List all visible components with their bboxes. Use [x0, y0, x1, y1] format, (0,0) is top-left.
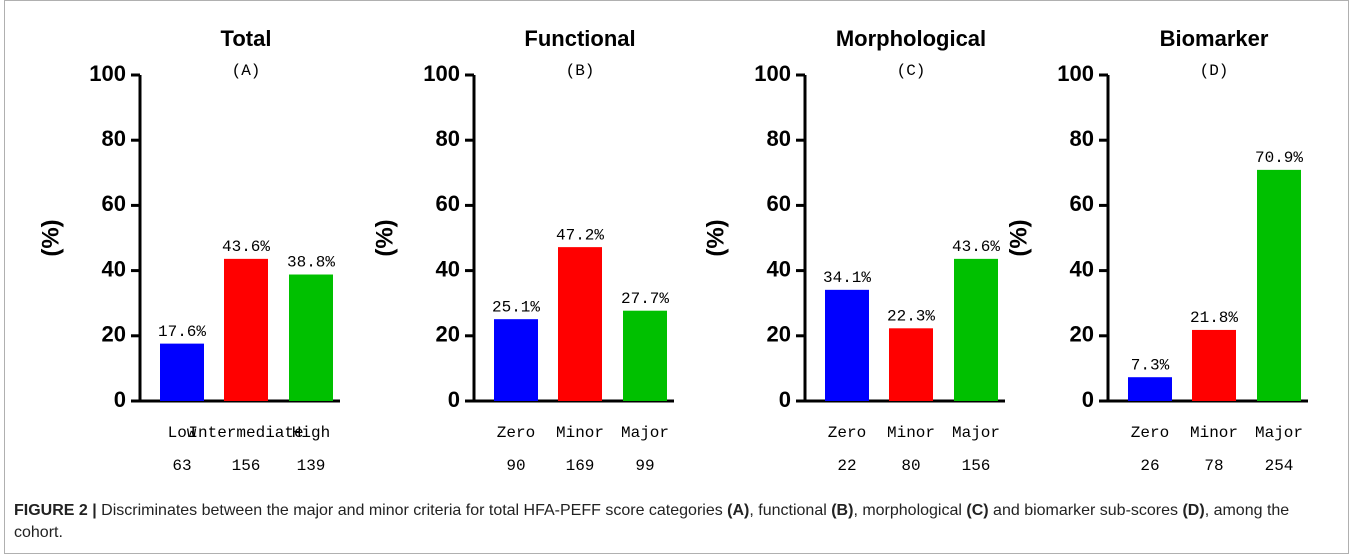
x-tick-label: Major — [952, 424, 1000, 442]
x-tick-label: Zero — [497, 424, 535, 442]
chart-subtitle: (A) — [232, 62, 261, 80]
chart-title: Total — [221, 26, 272, 51]
chart-title: Functional — [524, 26, 635, 51]
caption: FIGURE 2 | Discriminates between the maj… — [14, 500, 1334, 544]
y-tick-label: 40 — [1070, 256, 1094, 281]
y-tick-label: 80 — [102, 126, 126, 151]
x-tick-label: Zero — [1131, 424, 1169, 442]
y-axis-label: (%) — [1005, 219, 1032, 256]
y-tick-label: 0 — [779, 387, 791, 412]
x-tick-label: High — [292, 424, 330, 442]
count-label: 139 — [297, 457, 326, 475]
count-label: 22 — [837, 457, 856, 475]
bar — [1257, 169, 1301, 401]
y-tick-label: 20 — [436, 322, 460, 347]
chart-subtitle: (D) — [1200, 62, 1229, 80]
chart-subtitle: (C) — [897, 62, 926, 80]
value-label: 47.2% — [556, 226, 604, 244]
chart: Total (A) (%) 0 20 40 60 80 100 17.6% Low 63 43.6% In… — [37, 26, 1308, 475]
count-label: 80 — [901, 457, 920, 475]
y-tick-label: 80 — [436, 126, 460, 151]
value-label: 70.9% — [1255, 149, 1303, 167]
bar — [1128, 377, 1172, 401]
x-tick-label: Minor — [556, 424, 604, 442]
y-tick-label: 100 — [754, 61, 791, 86]
chart-title: Morphological — [836, 26, 986, 51]
bar — [494, 319, 538, 401]
caption-text: Discriminates between the major and mino… — [96, 502, 728, 519]
count-label: 78 — [1204, 457, 1223, 475]
y-tick-label: 20 — [767, 322, 791, 347]
x-tick-label: Major — [621, 424, 669, 442]
caption-text: (D) — [1182, 502, 1205, 519]
count-label: 90 — [506, 457, 525, 475]
x-tick-label: Minor — [887, 424, 935, 442]
bar — [825, 289, 869, 401]
count-label: 156 — [232, 457, 261, 475]
y-tick-label: 20 — [1070, 322, 1094, 347]
value-label: 21.8% — [1190, 309, 1238, 327]
y-tick-label: 40 — [102, 256, 126, 281]
caption-text: (C) — [966, 502, 989, 519]
caption-text: (A) — [727, 502, 750, 519]
value-label: 43.6% — [952, 238, 1000, 256]
caption-text: , functional — [749, 502, 832, 519]
count-label: 169 — [566, 457, 595, 475]
value-label: 27.7% — [621, 290, 669, 308]
value-label: 43.6% — [222, 238, 270, 256]
value-label: 34.1% — [823, 269, 871, 287]
value-label: 22.3% — [887, 308, 935, 326]
figure-frame — [4, 0, 1349, 554]
y-tick-label: 100 — [89, 61, 126, 86]
y-tick-label: 60 — [767, 191, 791, 216]
y-tick-label: 20 — [102, 322, 126, 347]
caption-text: , among the cohort. — [14, 502, 1294, 541]
chart-title: Biomarker — [1160, 26, 1269, 51]
count-label: 156 — [962, 457, 991, 475]
y-tick-label: 40 — [767, 256, 791, 281]
y-tick-label: 60 — [1070, 191, 1094, 216]
caption-text: FIGURE 2 | — [14, 502, 97, 519]
value-label: 7.3% — [1131, 356, 1170, 374]
x-tick-label: Intermediate — [188, 424, 303, 442]
y-tick-label: 80 — [1070, 126, 1094, 151]
bar — [558, 247, 602, 401]
chart-subtitle: (B) — [566, 62, 595, 80]
y-tick-label: 0 — [114, 387, 126, 412]
count-label: 26 — [1140, 457, 1159, 475]
bar — [623, 310, 667, 401]
x-tick-label: Major — [1255, 424, 1303, 442]
y-tick-label: 60 — [102, 191, 126, 216]
bar — [1192, 329, 1236, 401]
bar — [224, 258, 268, 401]
y-axis-label: (%) — [371, 219, 398, 256]
caption-text: and biomarker sub-scores — [988, 502, 1183, 519]
x-tick-label: Minor — [1190, 424, 1238, 442]
value-label: 38.8% — [287, 254, 335, 272]
y-tick-label: 40 — [436, 256, 460, 281]
y-tick-label: 60 — [436, 191, 460, 216]
bar — [160, 343, 204, 401]
y-tick-label: 100 — [1057, 61, 1094, 86]
value-label: 25.1% — [492, 298, 540, 316]
value-label: 17.6% — [158, 323, 206, 341]
caption-text: (B) — [831, 502, 854, 519]
count-label: 99 — [635, 457, 654, 475]
y-tick-label: 0 — [1082, 387, 1094, 412]
x-tick-label: Low — [168, 424, 197, 442]
y-axis-label: (%) — [37, 219, 64, 256]
bar — [889, 328, 933, 401]
y-axis-label: (%) — [702, 219, 729, 256]
count-label: 63 — [172, 457, 191, 475]
count-label: 254 — [1265, 457, 1294, 475]
y-tick-label: 100 — [423, 61, 460, 86]
x-tick-label: Zero — [828, 424, 866, 442]
caption-text: , morphological — [853, 502, 967, 519]
y-tick-label: 80 — [767, 126, 791, 151]
bar — [289, 274, 333, 401]
bar — [954, 258, 998, 401]
y-tick-label: 0 — [448, 387, 460, 412]
